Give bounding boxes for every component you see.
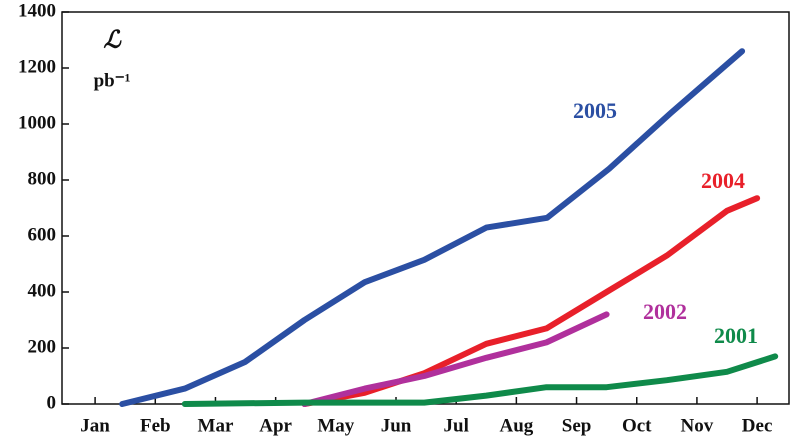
y-tick-label: 1400 <box>18 0 56 21</box>
x-tick-label: Nov <box>681 415 714 436</box>
x-tick-label: Jul <box>444 415 469 436</box>
plot-frame <box>61 11 790 405</box>
x-tick-label: Feb <box>140 415 171 436</box>
y-tick-label: 1000 <box>18 112 56 133</box>
series-line <box>181 353 779 407</box>
y-tick-label: 1200 <box>18 56 56 77</box>
y-tick-label: 0 <box>47 392 57 413</box>
x-tick-label: Apr <box>259 415 292 436</box>
series-label: 2005 <box>573 98 617 123</box>
y-tick-label: 400 <box>28 280 57 301</box>
x-tick-label: Sep <box>562 415 592 436</box>
y-tick-label: 200 <box>28 336 57 357</box>
y-axis-label: ℒ <box>103 28 122 54</box>
y-tick-label: 800 <box>28 168 57 189</box>
series-label: 2004 <box>701 168 745 193</box>
series-line <box>119 48 746 407</box>
series-label: 2001 <box>714 323 758 348</box>
x-tick-label: Aug <box>499 415 533 436</box>
x-tick-label: Jan <box>80 415 110 436</box>
y-tick-label: 600 <box>28 224 57 245</box>
x-tick-label: Mar <box>198 415 234 436</box>
x-tick-label: Jun <box>381 415 412 436</box>
series-line <box>301 195 761 407</box>
series-label: 2002 <box>643 299 687 324</box>
y-axis-unit: pb⁻¹ <box>94 70 131 91</box>
x-tick-label: May <box>317 415 354 436</box>
x-tick-label: Oct <box>622 415 652 436</box>
x-tick-label: Dec <box>742 415 773 436</box>
series-line <box>301 311 610 407</box>
